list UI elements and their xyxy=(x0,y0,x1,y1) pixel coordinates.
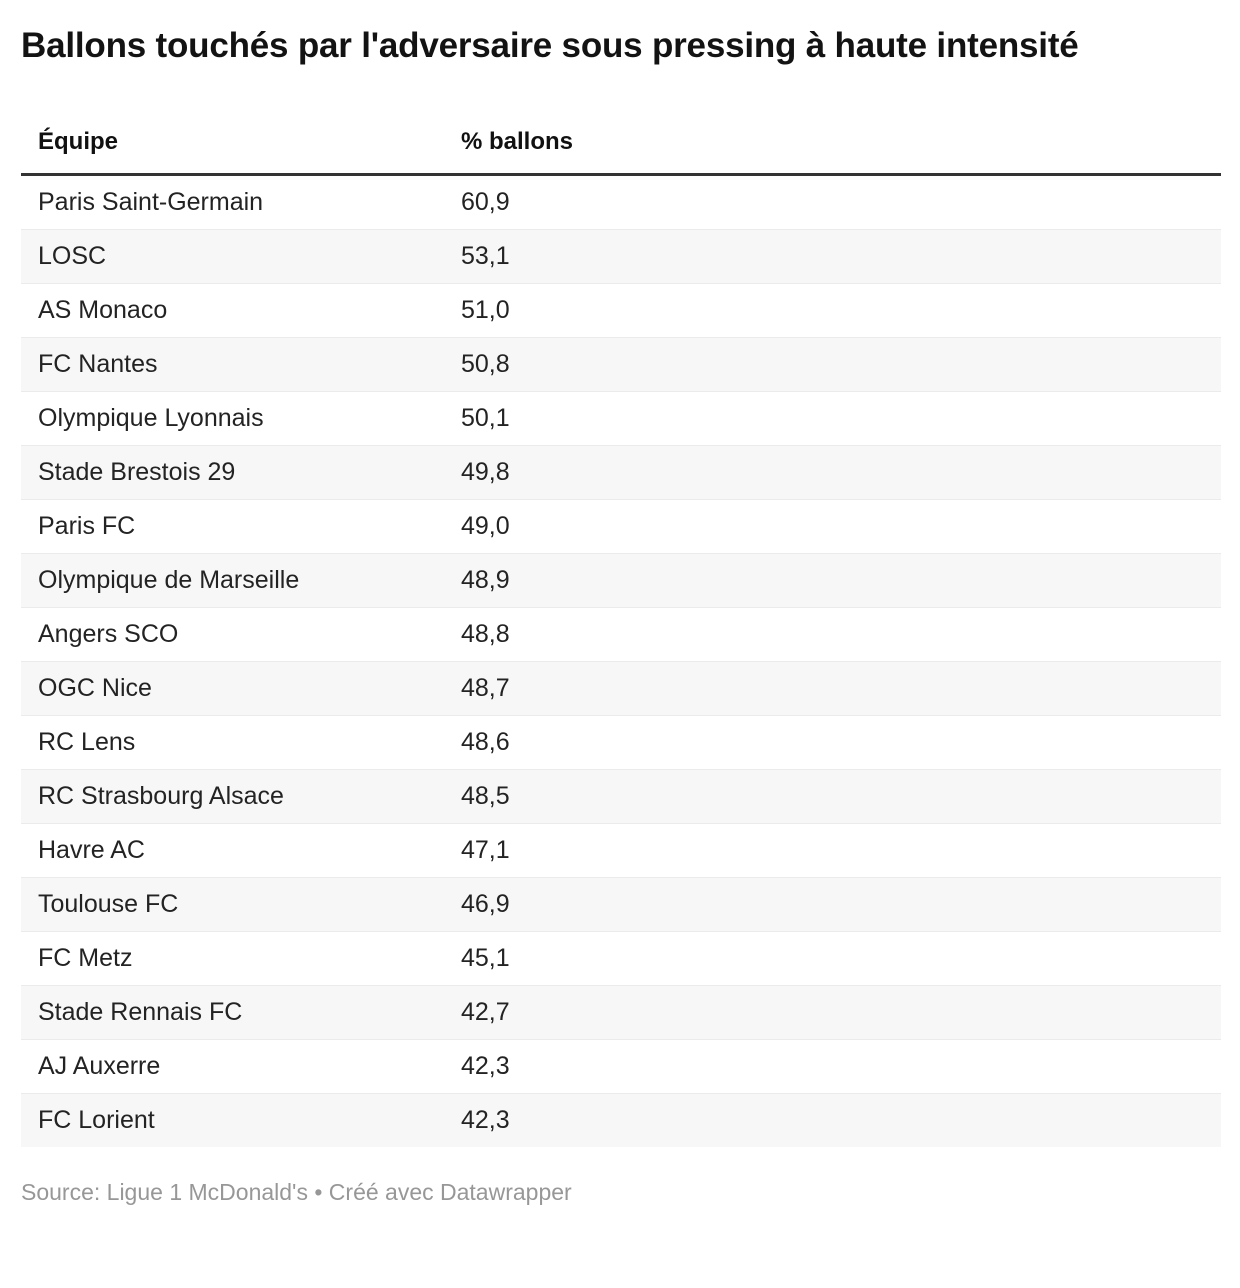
team-cell: Havre AC xyxy=(21,823,444,878)
table-row: FC Metz 45,1 xyxy=(21,931,1221,986)
value-cell: 49,0 xyxy=(444,499,1221,554)
team-cell: Olympique de Marseille xyxy=(21,553,444,608)
table-row: AS Monaco 51,0 xyxy=(21,283,1221,338)
footer-separator: • xyxy=(314,1179,323,1205)
table-row: AJ Auxerre 42,3 xyxy=(21,1039,1221,1094)
source-label: Source: xyxy=(21,1179,101,1205)
team-cell: LOSC xyxy=(21,229,444,284)
team-cell: Toulouse FC xyxy=(21,877,444,932)
team-cell: AS Monaco xyxy=(21,283,444,338)
value-cell: 60,9 xyxy=(461,188,510,216)
team-cell: OGC Nice xyxy=(21,661,444,716)
table-row: RC Lens 48,6 xyxy=(21,715,1221,770)
team-cell: Olympique Lyonnais xyxy=(21,391,444,446)
table-row: FC Nantes 50,8 xyxy=(21,337,1221,392)
team-cell: FC Lorient xyxy=(21,1093,444,1147)
value-cell: 46,9 xyxy=(444,877,1221,932)
team-cell: RC Lens xyxy=(21,715,444,770)
table-row: RC Strasbourg Alsace 48,5 xyxy=(21,769,1221,824)
table-row: Olympique de Marseille 48,9 xyxy=(21,553,1221,608)
table-row: Havre AC 47,1 xyxy=(21,823,1221,878)
team-cell: FC Metz xyxy=(21,931,444,986)
team-cell: FC Nantes xyxy=(21,337,444,392)
value-cell: 50,8 xyxy=(444,337,1221,392)
team-cell: Angers SCO xyxy=(21,607,444,662)
team-cell: Paris FC xyxy=(21,499,444,554)
value-cell: 48,6 xyxy=(444,715,1221,770)
table-row: FC Lorient 42,3 xyxy=(21,1093,1221,1147)
team-cell: Paris Saint-Germain xyxy=(38,188,264,216)
value-cell: 49,8 xyxy=(444,445,1221,500)
table-row: LOSC 53,1 xyxy=(21,229,1221,284)
value-cell: 48,5 xyxy=(444,769,1221,824)
datawrapper-attribution-link[interactable]: Créé avec Datawrapper xyxy=(328,1179,572,1205)
value-cell: 42,3 xyxy=(444,1093,1221,1147)
table-body: Paris Saint-Germain 60,9 LOSC 53,1 AS Monaco… xyxy=(21,174,1221,1147)
table-row: Angers SCO 48,8 xyxy=(21,607,1221,662)
value-cell: 42,7 xyxy=(444,985,1221,1040)
data-table: Équipe % ballons Paris Saint-Germain 60,9… xyxy=(21,82,1221,1147)
team-cell: AJ Auxerre xyxy=(21,1039,444,1094)
value-cell: 42,3 xyxy=(444,1039,1221,1094)
value-cell: 48,9 xyxy=(444,553,1221,608)
team-cell: RC Strasbourg Alsace xyxy=(21,769,444,824)
table-row: Paris Saint-Germain 60,9 xyxy=(21,174,1221,230)
value-cell: 53,1 xyxy=(444,229,1221,284)
team-cell: Stade Brestois 29 xyxy=(21,445,444,500)
column-header-value: % ballons xyxy=(444,82,1221,176)
value-cell: 51,0 xyxy=(444,283,1221,338)
value-cell: 48,7 xyxy=(444,661,1221,716)
value-cell: 50,1 xyxy=(444,391,1221,446)
team-cell: Stade Rennais FC xyxy=(21,985,444,1040)
footer: Source: Ligue 1 McDonald's • Créé avec D… xyxy=(21,1178,1221,1206)
table-row: Stade Brestois 29 49,8 xyxy=(21,445,1221,500)
page-title: Ballons touchés par l'adversaire sous pr… xyxy=(21,26,1079,65)
value-cell: 48,8 xyxy=(444,607,1221,662)
table-row: Toulouse FC 46,9 xyxy=(21,877,1221,932)
table-row: Olympique Lyonnais 50,1 xyxy=(21,391,1221,446)
value-cell: 47,1 xyxy=(444,823,1221,878)
table-row: OGC Nice 48,7 xyxy=(21,661,1221,716)
table-header: Équipe % ballons xyxy=(21,82,1221,176)
table-row: Paris FC 49,0 xyxy=(21,499,1221,554)
source-name: Ligue 1 McDonald's xyxy=(106,1179,308,1205)
table-row: Stade Rennais FC 42,7 xyxy=(21,985,1221,1040)
value-cell: 45,1 xyxy=(444,931,1221,986)
column-header-team: Équipe xyxy=(21,82,444,176)
